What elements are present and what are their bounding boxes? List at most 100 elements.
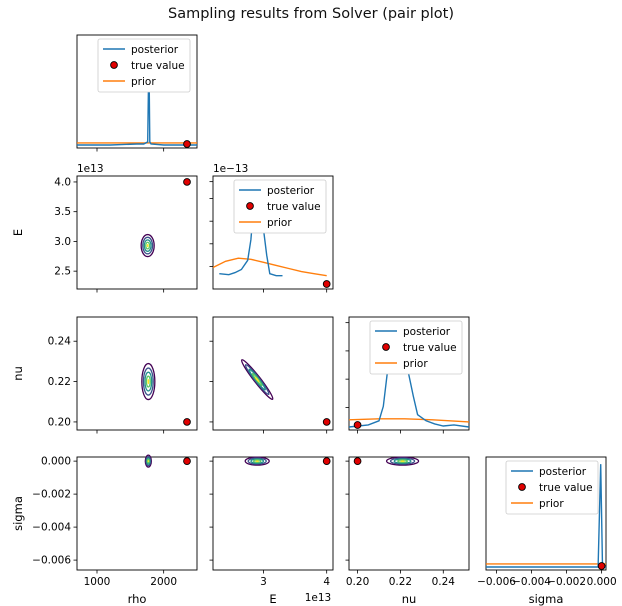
panel-E-vs-rho xyxy=(76,175,198,290)
legend-label-posterior: posterior xyxy=(267,185,315,197)
contour-level xyxy=(389,457,416,465)
y-axis-label-E: E xyxy=(11,229,25,236)
contour-level xyxy=(140,233,155,258)
x-tick-label: 4 xyxy=(323,576,330,588)
true-value-point xyxy=(183,140,191,148)
y-tick-label: 0.20 xyxy=(48,416,71,428)
legend-label-prior: prior xyxy=(539,498,564,510)
panel-sigma-vs-nu xyxy=(348,456,470,571)
legend-box xyxy=(369,320,463,375)
x-tick-label: 0.24 xyxy=(432,576,456,588)
contour-peak xyxy=(400,460,405,462)
contour-level xyxy=(142,367,154,396)
panel-sigma-vs-rho xyxy=(76,456,198,571)
true-value-point xyxy=(322,457,331,465)
contour-peak xyxy=(254,376,260,383)
true-value-point xyxy=(322,280,331,288)
legend-true-value-swatch xyxy=(246,202,254,210)
legend-label-true-value: true value xyxy=(539,482,593,494)
x-tick-label: 1000 xyxy=(84,576,111,588)
y-offset-label-E: 1e13 xyxy=(77,163,104,175)
contour-level xyxy=(393,458,412,464)
contour-level xyxy=(142,236,154,255)
posterior-density-sigma-vs-rho xyxy=(144,454,152,468)
contour-peak xyxy=(147,460,150,462)
true-value-point xyxy=(183,178,191,186)
contour-level xyxy=(145,455,152,467)
legend: posterior true value prior xyxy=(505,460,599,515)
panel-sigma-marginal xyxy=(485,456,607,571)
y-tick-label: −0.002 xyxy=(32,489,71,501)
contour-level xyxy=(240,359,274,401)
contour-level xyxy=(385,456,420,466)
contour-level xyxy=(144,371,153,392)
legend-label-true-value: true value xyxy=(131,60,185,72)
contour-level xyxy=(141,362,156,401)
prior-line-E xyxy=(212,257,327,277)
contour-level xyxy=(247,457,267,465)
x-tick-label: −0.002 xyxy=(547,576,586,588)
contour-peak xyxy=(146,244,149,248)
contour-level xyxy=(251,372,263,387)
x-axis-label-nu: nu xyxy=(402,592,417,606)
y-offset-label-E-density: 1e−13 xyxy=(213,163,248,175)
panel-rho-marginal xyxy=(76,34,198,149)
true-value-point xyxy=(183,457,191,465)
true-value-point xyxy=(353,457,362,465)
legend-label-true-value: true value xyxy=(267,201,321,213)
y-axis-label-nu: nu xyxy=(11,366,25,381)
true-value-point xyxy=(597,562,606,570)
legend-true-value-swatch xyxy=(518,483,526,491)
x-tick-label: 0.20 xyxy=(346,576,369,588)
true-value-point xyxy=(322,418,331,426)
contour-level xyxy=(146,458,150,464)
y-tick-label: 3.5 xyxy=(54,206,71,218)
panel-nu-vs-E xyxy=(212,316,334,431)
legend-label-prior: prior xyxy=(267,217,292,229)
x-tick-label: 0.22 xyxy=(389,576,412,588)
y-tick-label: 0.000 xyxy=(41,456,71,468)
panel-E-marginal xyxy=(212,175,334,290)
legend-label-prior: prior xyxy=(131,76,156,88)
y-axis-label-sigma: sigma xyxy=(11,496,25,531)
legend-box xyxy=(505,460,599,515)
panel-sigma-vs-E xyxy=(212,456,334,571)
true-value-point xyxy=(353,421,362,429)
contour-level xyxy=(145,241,151,250)
x-tick-label: 2000 xyxy=(150,576,177,588)
x-axis-label-rho: rho xyxy=(128,592,147,606)
legend: posterior true value prior xyxy=(369,320,463,375)
y-tick-label: −0.006 xyxy=(32,555,71,567)
contour-level xyxy=(248,368,266,391)
contour-level xyxy=(146,457,151,465)
panel-nu-marginal xyxy=(348,316,470,431)
legend-true-value-swatch xyxy=(110,61,118,69)
legend-label-posterior: posterior xyxy=(131,44,179,56)
y-tick-label: 2.5 xyxy=(54,266,71,278)
contour-level xyxy=(244,456,270,466)
y-tick-label: 0.22 xyxy=(48,376,71,388)
posterior-density-nu-vs-rho xyxy=(141,362,156,401)
posterior-density-E-vs-rho xyxy=(140,233,155,258)
posterior-density-nu-vs-E xyxy=(240,359,274,401)
contour-level xyxy=(244,364,270,396)
contour-level xyxy=(250,458,265,464)
contour-level xyxy=(145,375,151,388)
contour-level xyxy=(397,459,409,463)
legend-label-posterior: posterior xyxy=(539,466,587,478)
contour-peak xyxy=(255,460,259,462)
x-axis-label-E: E xyxy=(269,592,276,606)
legend-label-prior: prior xyxy=(403,358,428,370)
posterior-density-sigma-vs-E xyxy=(244,456,270,466)
y-tick-label: 0.24 xyxy=(48,336,72,348)
legend-box xyxy=(97,38,191,93)
contour-level xyxy=(144,454,152,468)
x-tick-label: −0.006 xyxy=(477,576,516,588)
figure-title: Sampling results from Solver (pair plot) xyxy=(168,6,454,22)
x-tick-label: 0.000 xyxy=(587,576,617,588)
y-tick-label: −0.004 xyxy=(32,522,71,534)
x-offset-label-E: 1e13 xyxy=(305,592,332,604)
posterior-density-sigma-vs-nu xyxy=(385,456,420,466)
legend-true-value-swatch xyxy=(382,343,390,351)
